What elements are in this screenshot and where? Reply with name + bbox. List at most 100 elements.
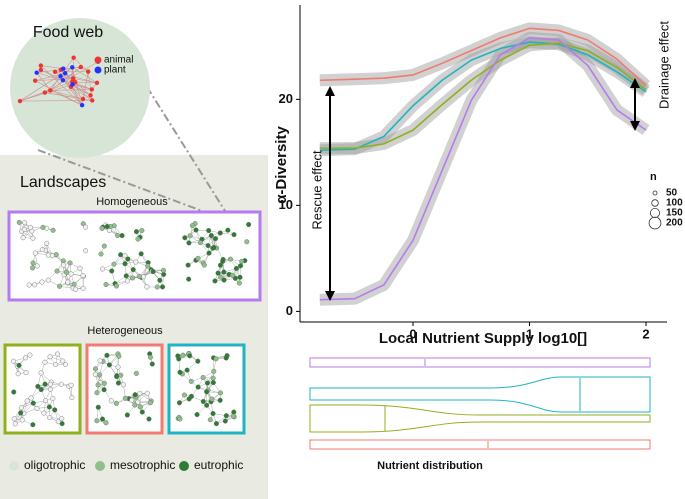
node xyxy=(55,419,61,425)
node xyxy=(115,364,121,370)
node xyxy=(32,282,38,288)
node xyxy=(11,389,17,395)
node xyxy=(176,400,182,406)
node xyxy=(18,405,24,411)
node xyxy=(101,387,107,393)
node xyxy=(231,232,237,238)
edge xyxy=(35,78,74,81)
node xyxy=(95,404,101,410)
node xyxy=(95,382,101,388)
node xyxy=(60,258,66,264)
node xyxy=(46,404,52,410)
node xyxy=(201,262,207,268)
node xyxy=(238,263,244,269)
node xyxy=(42,381,48,387)
node xyxy=(50,395,56,401)
node xyxy=(175,353,181,359)
node xyxy=(45,277,51,283)
size-label: 150 xyxy=(666,208,683,219)
node xyxy=(149,361,155,367)
node xyxy=(57,283,63,289)
size-label: 200 xyxy=(666,218,683,229)
node xyxy=(18,410,24,416)
node xyxy=(55,351,61,357)
series-line xyxy=(319,27,647,87)
node xyxy=(187,353,193,359)
node xyxy=(68,382,74,388)
node xyxy=(54,268,60,274)
node xyxy=(132,392,138,398)
node xyxy=(223,413,229,419)
node xyxy=(43,398,49,404)
edge xyxy=(75,81,98,84)
node xyxy=(206,250,212,256)
edge xyxy=(71,67,83,106)
node xyxy=(223,355,229,361)
node xyxy=(204,402,210,408)
node xyxy=(193,227,199,233)
node xyxy=(97,358,103,364)
node xyxy=(218,274,224,280)
node xyxy=(28,395,34,401)
node xyxy=(222,418,228,424)
node xyxy=(38,63,44,68)
section-label: Heterogeneous xyxy=(87,325,163,337)
node xyxy=(61,66,66,71)
annotation: Drainage effect xyxy=(656,21,671,109)
edge xyxy=(72,84,91,96)
node xyxy=(39,279,45,285)
size-swatch xyxy=(652,190,658,196)
node xyxy=(212,278,218,284)
node xyxy=(186,240,192,246)
node xyxy=(59,416,65,422)
y-tick-label: 20 xyxy=(279,91,293,106)
node xyxy=(221,269,227,275)
node xyxy=(124,278,130,284)
edge xyxy=(72,67,98,84)
node xyxy=(80,96,86,102)
node xyxy=(42,90,48,95)
x-tick-label: 0 xyxy=(409,326,416,341)
node xyxy=(48,88,53,93)
node xyxy=(32,250,38,256)
node xyxy=(213,356,219,362)
node xyxy=(34,70,39,75)
y-tick-label: 10 xyxy=(279,197,293,212)
node xyxy=(52,69,58,74)
node xyxy=(100,266,106,272)
legend-swatch xyxy=(179,461,189,471)
node xyxy=(40,224,46,230)
node xyxy=(133,229,139,235)
node xyxy=(225,227,231,233)
edge xyxy=(35,80,83,106)
node xyxy=(94,80,100,86)
node xyxy=(135,236,141,242)
node xyxy=(47,386,53,392)
node xyxy=(42,359,48,365)
node xyxy=(83,248,89,254)
node xyxy=(114,374,120,380)
node xyxy=(80,221,86,227)
chart: 0 10 20 0 1 2 xyxy=(279,5,667,341)
node xyxy=(60,77,66,83)
node xyxy=(100,416,106,422)
node xyxy=(70,82,75,87)
node xyxy=(137,390,143,396)
node xyxy=(129,397,135,403)
node xyxy=(109,268,115,274)
node xyxy=(16,219,22,225)
node xyxy=(61,262,67,268)
node xyxy=(22,355,28,361)
edge xyxy=(20,100,93,102)
node xyxy=(60,358,66,364)
node xyxy=(92,366,98,372)
node xyxy=(211,245,217,251)
node xyxy=(139,409,145,415)
node xyxy=(122,395,128,401)
node xyxy=(21,226,27,232)
food-web-circle xyxy=(10,18,150,158)
x-axis-label: Local Nutrient Supply log10[] xyxy=(379,330,587,347)
node xyxy=(221,277,227,283)
node xyxy=(119,233,125,239)
y-tick-label: 0 xyxy=(286,303,293,318)
